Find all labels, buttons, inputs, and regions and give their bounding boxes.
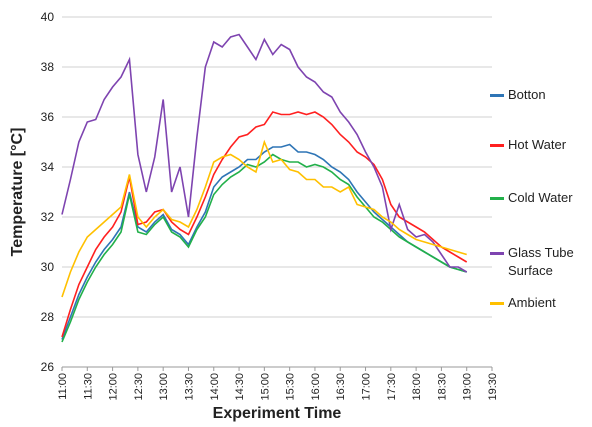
x-tick-label: 16:30: [335, 373, 347, 401]
x-tick-label: 19:30: [487, 373, 499, 401]
legend-item: Botton: [490, 86, 588, 104]
x-tick-label: 11:00: [57, 373, 69, 400]
x-tick-label: 15:30: [285, 373, 297, 401]
legend-item: Ambient: [490, 294, 588, 312]
y-tick-label: 28: [41, 310, 55, 324]
y-tick-label: 36: [41, 110, 55, 124]
series-line: [61, 143, 467, 340]
series-line: [61, 153, 467, 343]
y-tick-label: 40: [41, 10, 55, 24]
x-tick-label: 13:00: [158, 373, 170, 401]
legend-label: Ambient: [508, 295, 556, 310]
y-tick-label: 32: [41, 210, 55, 224]
x-tick-label: 14:00: [209, 373, 221, 401]
x-tick-label: 19:00: [462, 373, 474, 401]
x-tick-label: 12:30: [133, 373, 145, 401]
series-line: [61, 33, 468, 273]
x-tick-label: 18:00: [411, 373, 423, 401]
legend-item: Cold Water: [490, 189, 588, 207]
x-tick-label: 15:00: [259, 373, 271, 401]
x-tick-label: 13:30: [183, 373, 195, 401]
y-tick-label: 34: [41, 160, 55, 174]
legend-swatch: [490, 94, 504, 97]
legend-label: Botton: [508, 87, 546, 102]
legend-label: Hot Water: [508, 137, 567, 152]
legend-swatch: [490, 144, 504, 147]
legend-swatch: [490, 252, 504, 255]
series-line: [61, 139, 467, 298]
y-tick-label: 30: [41, 260, 55, 274]
x-tick-label: 17:30: [386, 373, 398, 401]
legend-swatch: [490, 197, 504, 200]
y-axis-title: Temperature [°C]: [9, 128, 26, 257]
x-tick-label: 16:00: [310, 373, 322, 401]
y-tick-label: 38: [41, 60, 55, 74]
legend-label: Glass Tube Surface: [508, 245, 574, 278]
y-tick-label: 26: [41, 360, 55, 374]
x-tick-label: 17:00: [361, 373, 373, 401]
legend-swatch: [490, 302, 504, 305]
legend-item: Hot Water: [490, 136, 588, 154]
x-axis-title: Experiment Time: [213, 405, 342, 422]
legend-label: Cold Water: [508, 190, 573, 205]
x-tick-label: 12:00: [108, 373, 120, 401]
x-tick-label: 18:30: [436, 373, 448, 401]
x-tick-label: 11:30: [82, 373, 94, 400]
x-tick-label: 14:30: [234, 373, 246, 401]
legend-item: Glass Tube Surface: [490, 244, 588, 280]
